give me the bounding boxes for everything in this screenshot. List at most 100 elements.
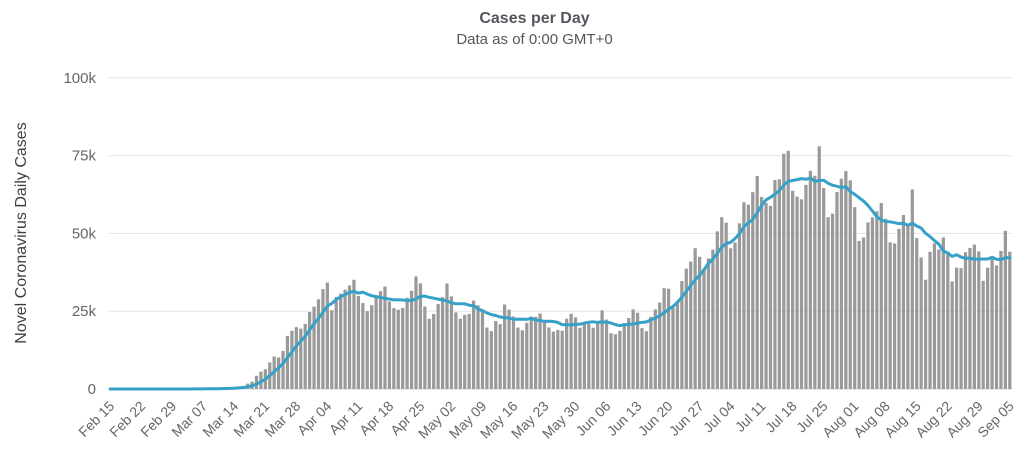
daily-cases-bar[interactable]: [959, 268, 963, 389]
daily-cases-bar[interactable]: [711, 249, 715, 389]
daily-cases-bar[interactable]: [498, 324, 502, 389]
daily-cases-bar[interactable]: [365, 311, 369, 389]
daily-cases-bar[interactable]: [795, 196, 799, 389]
daily-cases-bar[interactable]: [999, 250, 1003, 389]
daily-cases-bar[interactable]: [751, 192, 755, 389]
daily-cases-bar[interactable]: [565, 318, 569, 389]
daily-cases-bar[interactable]: [928, 251, 932, 389]
daily-cases-bar[interactable]: [489, 331, 493, 389]
daily-cases-bar[interactable]: [737, 223, 742, 389]
daily-cases-bar[interactable]: [915, 238, 919, 389]
daily-cases-bar[interactable]: [334, 296, 338, 389]
daily-cases-bar[interactable]: [640, 328, 644, 389]
daily-cases-bar[interactable]: [963, 252, 968, 389]
daily-cases-bar[interactable]: [494, 321, 498, 389]
daily-cases-bar[interactable]: [697, 256, 702, 389]
daily-cases-bar[interactable]: [706, 258, 711, 389]
daily-cases-bar[interactable]: [511, 316, 516, 389]
daily-cases-bar[interactable]: [631, 309, 635, 389]
daily-cases-bar[interactable]: [870, 217, 875, 389]
daily-cases-bar[interactable]: [463, 314, 467, 389]
daily-cases-bar[interactable]: [946, 251, 950, 389]
daily-cases-bar[interactable]: [299, 328, 303, 389]
daily-cases-bar[interactable]: [396, 309, 400, 389]
daily-cases-bar[interactable]: [427, 318, 431, 389]
daily-cases-bar[interactable]: [764, 203, 768, 389]
daily-cases-bar[interactable]: [294, 327, 298, 389]
daily-cases-bar[interactable]: [604, 319, 609, 389]
daily-cases-bar[interactable]: [941, 237, 945, 389]
daily-cases-bar[interactable]: [560, 330, 564, 389]
daily-cases-bar[interactable]: [596, 323, 600, 389]
daily-cases-bar[interactable]: [347, 285, 352, 389]
daily-cases-bar[interactable]: [892, 243, 897, 390]
daily-cases-bar[interactable]: [445, 283, 449, 389]
daily-cases-bar[interactable]: [436, 303, 440, 389]
daily-cases-bar[interactable]: [485, 327, 489, 389]
daily-cases-bar[interactable]: [782, 153, 786, 389]
daily-cases-bar[interactable]: [432, 313, 436, 389]
daily-cases-bar[interactable]: [884, 218, 888, 389]
daily-cases-bar[interactable]: [308, 312, 312, 389]
daily-cases-bar[interactable]: [799, 199, 804, 389]
daily-cases-bar[interactable]: [383, 286, 387, 389]
daily-cases-bar[interactable]: [316, 299, 321, 389]
daily-cases-bar[interactable]: [609, 333, 613, 389]
daily-cases-bar[interactable]: [826, 217, 830, 389]
daily-cases-bar[interactable]: [423, 306, 427, 390]
daily-cases-bar[interactable]: [937, 249, 941, 389]
daily-cases-bar[interactable]: [835, 192, 839, 389]
daily-cases-bar[interactable]: [901, 215, 906, 389]
daily-cases-bar[interactable]: [644, 331, 649, 389]
daily-cases-bar[interactable]: [986, 267, 990, 389]
daily-cases-bar[interactable]: [857, 240, 861, 389]
daily-cases-bar[interactable]: [702, 268, 706, 389]
daily-cases-bar[interactable]: [981, 280, 985, 389]
daily-cases-bar[interactable]: [817, 146, 821, 389]
daily-cases-bar[interactable]: [658, 302, 662, 389]
daily-cases-bar[interactable]: [760, 196, 764, 389]
daily-cases-bar[interactable]: [370, 305, 374, 389]
daily-cases-bar[interactable]: [401, 307, 405, 389]
daily-cases-bar[interactable]: [897, 228, 901, 389]
daily-cases-bar[interactable]: [786, 150, 790, 389]
daily-cases-bar[interactable]: [303, 323, 307, 389]
daily-cases-bar[interactable]: [906, 224, 910, 389]
daily-cases-bar[interactable]: [613, 334, 618, 389]
daily-cases-bar[interactable]: [923, 279, 928, 389]
daily-cases-bar[interactable]: [600, 310, 604, 389]
daily-cases-bar[interactable]: [742, 202, 746, 389]
daily-cases-bar[interactable]: [622, 323, 626, 389]
daily-cases-bar[interactable]: [458, 318, 462, 389]
daily-cases-bar[interactable]: [844, 171, 848, 389]
daily-cases-bar[interactable]: [746, 204, 750, 389]
daily-cases-bar[interactable]: [968, 247, 972, 389]
daily-cases-bar[interactable]: [352, 279, 356, 389]
daily-cases-bar[interactable]: [724, 222, 728, 389]
daily-cases-bar[interactable]: [671, 307, 675, 389]
daily-cases-bar[interactable]: [680, 281, 684, 389]
daily-cases-bar[interactable]: [866, 222, 870, 389]
daily-cases-bar[interactable]: [728, 248, 733, 389]
daily-cases-bar[interactable]: [1003, 230, 1007, 389]
daily-cases-bar[interactable]: [573, 317, 578, 389]
daily-cases-bar[interactable]: [1008, 251, 1012, 389]
daily-cases-bar[interactable]: [569, 313, 573, 389]
daily-cases-bar[interactable]: [791, 190, 795, 389]
daily-cases-bar[interactable]: [534, 316, 538, 389]
daily-cases-bar[interactable]: [689, 261, 693, 389]
daily-cases-bar[interactable]: [418, 283, 423, 389]
daily-cases-bar[interactable]: [556, 330, 560, 389]
daily-cases-bar[interactable]: [339, 293, 343, 389]
daily-cases-bar[interactable]: [276, 357, 281, 389]
daily-cases-bar[interactable]: [476, 305, 480, 389]
daily-cases-bar[interactable]: [591, 327, 595, 389]
daily-cases-bar[interactable]: [768, 205, 773, 389]
daily-cases-bar[interactable]: [627, 318, 631, 389]
daily-cases-bar[interactable]: [582, 323, 587, 389]
daily-cases-bar[interactable]: [666, 288, 671, 389]
daily-cases-bar[interactable]: [538, 313, 542, 389]
daily-cases-bar[interactable]: [635, 312, 640, 389]
daily-cases-bar[interactable]: [910, 189, 914, 390]
